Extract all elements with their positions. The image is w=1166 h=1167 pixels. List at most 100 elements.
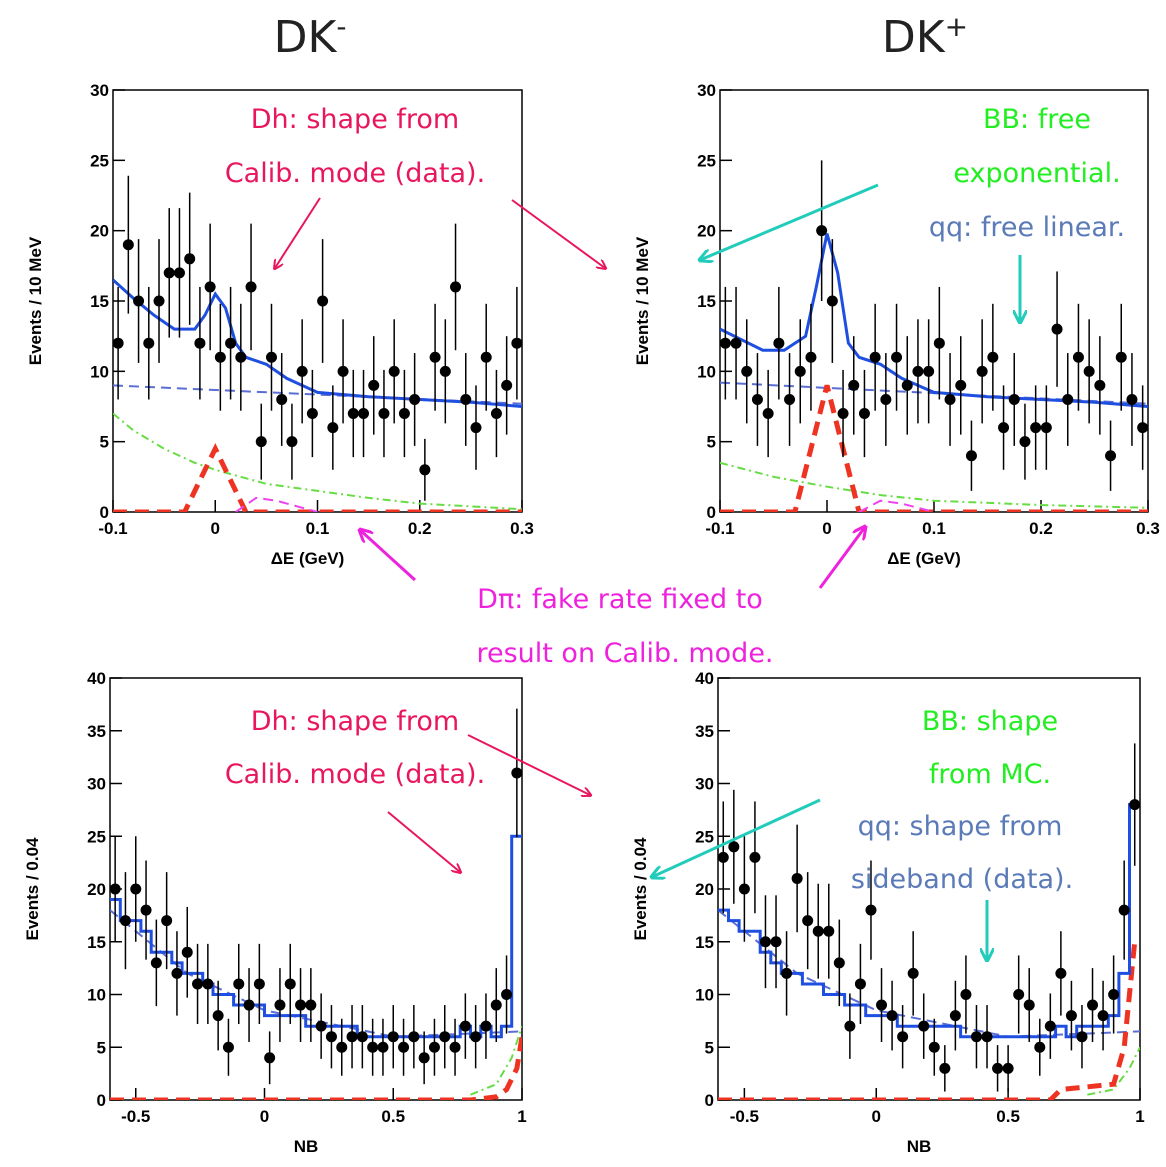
data-point: [255, 436, 267, 448]
data-point: [1051, 323, 1063, 335]
y-tick-label: 20: [90, 222, 109, 241]
y-tick-label: 0: [707, 503, 716, 522]
data-point: [960, 989, 972, 1000]
plot-frame: [719, 89, 1149, 513]
data-point: [233, 978, 245, 990]
data-point: [119, 915, 131, 927]
y-tick-label: 25: [90, 151, 109, 170]
data-point: [981, 1031, 993, 1043]
data-point: [1044, 1020, 1056, 1032]
annotation: BB: shape: [922, 706, 1058, 737]
data-point: [367, 1041, 379, 1053]
data-point: [150, 957, 162, 969]
data-point: [346, 1031, 358, 1043]
data-point: [1034, 1041, 1046, 1053]
data-point: [762, 408, 774, 420]
data-point: [730, 337, 742, 349]
column-title: DK+: [882, 10, 968, 63]
data-point: [833, 957, 845, 969]
fit-curve: [470, 1025, 522, 1096]
y-tick-label: 40: [695, 669, 714, 688]
annotation: Calib. mode (data).: [225, 158, 485, 189]
plot-area: [110, 834, 522, 1100]
data-point: [751, 393, 763, 405]
data-point: [955, 379, 967, 391]
chart: 0 5 10 15 20 25 30 35 40 -0.5 0 0.5 1 NB Events / 0.04: [23, 669, 527, 1156]
y-tick-label: 0: [97, 1091, 106, 1110]
y-axis-label: Events / 0.04: [631, 837, 650, 941]
data-point: [470, 422, 482, 434]
data-point: [1083, 365, 1095, 377]
y-axis-label: Events / 0.04: [23, 837, 42, 941]
data-point: [998, 422, 1010, 434]
data-point: [398, 1041, 410, 1053]
y-tick-label: 20: [87, 880, 106, 899]
data-point: [225, 337, 237, 349]
data-point: [1040, 422, 1052, 434]
y-tick-label: 10: [87, 986, 106, 1005]
data-point: [449, 1041, 461, 1053]
arrow: [387, 811, 460, 872]
data-point: [939, 1062, 951, 1074]
data-point: [1002, 1062, 1014, 1074]
data-point: [728, 841, 740, 853]
data-point: [337, 365, 349, 377]
x-tick-label: -0.1: [705, 519, 734, 538]
data-point: [140, 904, 152, 916]
y-tick-label: 25: [87, 827, 106, 846]
data-point: [112, 337, 124, 349]
data-point: [378, 408, 390, 420]
data-point: [347, 408, 359, 420]
x-tick-label: 0: [260, 1107, 269, 1126]
x-tick-label: 0: [872, 1107, 881, 1126]
data-point: [325, 1031, 337, 1043]
y-tick-label: 5: [707, 433, 716, 452]
y-tick-label: 5: [97, 1038, 106, 1057]
fit-curve: [113, 278, 522, 408]
data-point: [1118, 904, 1130, 916]
x-axis-label: ΔE (GeV): [271, 549, 345, 568]
data-point: [245, 281, 257, 293]
data-point: [243, 999, 255, 1011]
data-point: [305, 999, 317, 1011]
data-point: [794, 365, 806, 377]
data-point: [470, 1031, 482, 1043]
data-point: [1129, 799, 1141, 811]
y-tick-label: 20: [695, 880, 714, 899]
data-point: [511, 767, 523, 779]
column-title-sup: +: [945, 10, 968, 43]
y-tick-label: 15: [90, 292, 109, 311]
data-point: [826, 295, 838, 307]
x-tick-label: 0.2: [408, 519, 432, 538]
data-point: [202, 978, 214, 990]
x-tick-label: 0.2: [1029, 519, 1053, 538]
arrow: [652, 798, 821, 877]
data-point: [306, 408, 318, 420]
data-point: [805, 351, 817, 363]
y-tick-label: 5: [100, 433, 109, 452]
annotation: Calib. mode (data).: [225, 759, 485, 790]
data-point: [171, 967, 183, 979]
data-point: [1065, 1010, 1077, 1022]
data-point: [336, 1041, 348, 1053]
annotation: sideband (data).: [851, 864, 1073, 895]
annotation: exponential.: [953, 158, 1120, 189]
data-point: [439, 1031, 451, 1043]
data-point: [235, 351, 247, 363]
y-axis-label: Events / 10 MeV: [633, 236, 652, 365]
column-title-sup: -: [336, 10, 346, 43]
data-point: [897, 1031, 909, 1043]
data-point: [460, 393, 472, 405]
x-tick-label: 0.3: [1136, 519, 1160, 538]
data-point: [1013, 989, 1025, 1000]
data-point: [944, 393, 956, 405]
x-tick-label: 1: [1135, 1107, 1144, 1126]
data-point: [480, 351, 492, 363]
data-point: [429, 351, 441, 363]
data-point: [358, 408, 370, 420]
y-tick-label: 25: [697, 151, 716, 170]
data-point: [858, 408, 870, 420]
data-point: [1097, 1010, 1109, 1022]
data-point: [163, 267, 175, 279]
